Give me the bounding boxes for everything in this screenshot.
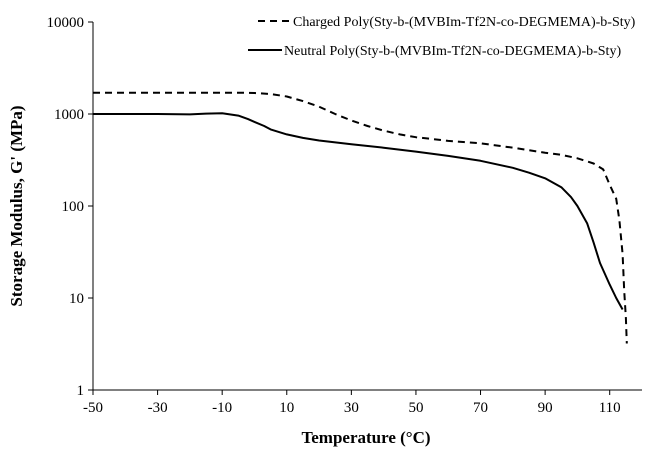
legend-label-neutral: Neutral Poly(Sty-b-(MVBIm-Tf2N-co-DEGMEM… xyxy=(284,44,621,59)
x-tick-label: -30 xyxy=(148,400,168,416)
y-tick-label: 1 xyxy=(77,383,85,399)
y-tick-label: 10 xyxy=(69,291,84,307)
x-tick-label: 10 xyxy=(279,400,294,416)
y-tick-label: 1000 xyxy=(54,107,84,123)
x-tick-label: 90 xyxy=(538,400,553,416)
x-tick-label: -50 xyxy=(83,400,103,416)
x-tick-label: 50 xyxy=(408,400,423,416)
x-axis-ticks: -50 -30 -10 10 30 50 70 90 110 xyxy=(83,390,621,416)
y-axis-title: Storage Modulus, G' (MPa) xyxy=(7,105,26,306)
series-lines xyxy=(93,91,628,344)
x-tick-label: -10 xyxy=(212,400,232,416)
legend: Charged Poly(Sty-b-(MVBIm-Tf2N-co-DEGMEM… xyxy=(248,15,636,59)
y-tick-label: 100 xyxy=(62,199,85,215)
x-axis-title: Temperature (°C) xyxy=(301,428,430,447)
series-line-neutral xyxy=(93,112,624,310)
legend-label-charged: Charged Poly(Sty-b-(MVBIm-Tf2N-co-DEGMEM… xyxy=(293,15,636,30)
y-tick-label: 10000 xyxy=(47,15,85,31)
x-tick-label: 30 xyxy=(344,400,359,416)
y-axis-ticks: 1 10 100 1000 10000 xyxy=(47,15,93,399)
x-tick-label: 70 xyxy=(473,400,488,416)
x-tick-label: 110 xyxy=(599,400,621,416)
series-line-charged xyxy=(93,91,628,344)
